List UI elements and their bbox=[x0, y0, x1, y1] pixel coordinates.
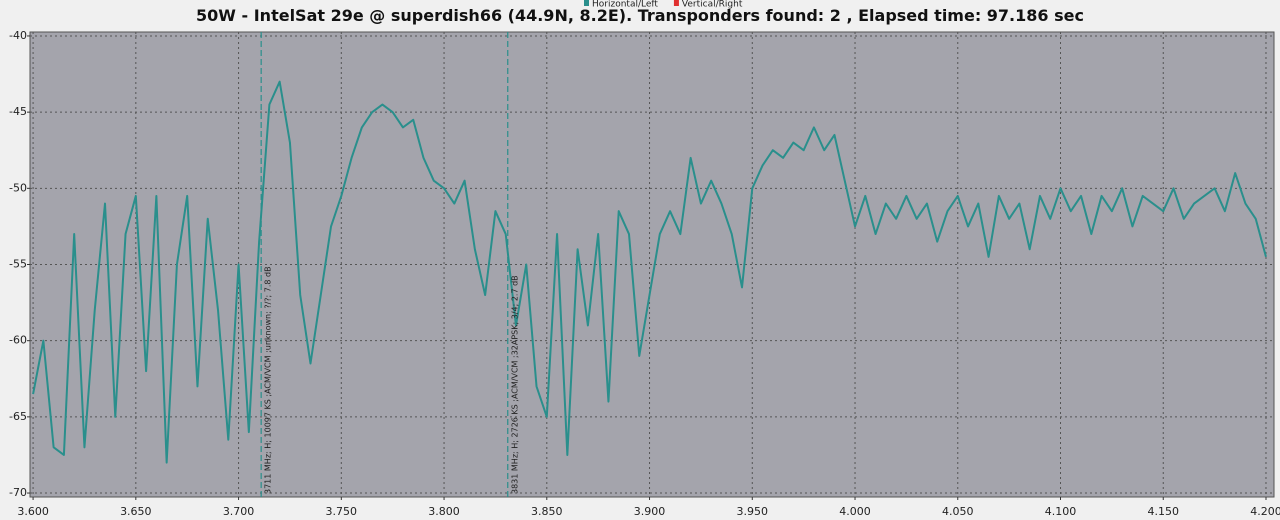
x-tick-label: 3.900 bbox=[634, 505, 666, 518]
x-tick-label: 4.200 bbox=[1250, 505, 1280, 518]
x-tick-label: 3.600 bbox=[17, 505, 49, 518]
x-tick-label: 4.050 bbox=[942, 505, 974, 518]
x-tick-label: 3.950 bbox=[737, 505, 769, 518]
legend-label: Horizontal/Left bbox=[592, 0, 658, 10]
transponder-label: 3831 MHz; H; 2726 KS ;ACM/VCM ;32APSK; 3… bbox=[510, 275, 519, 494]
x-tick-label: 4.150 bbox=[1147, 505, 1179, 518]
y-tick-label: -70 bbox=[9, 486, 27, 499]
x-tick-label: 3.700 bbox=[223, 505, 255, 518]
x-tick-label: 3.750 bbox=[326, 505, 358, 518]
y-tick-label: -50 bbox=[9, 181, 27, 194]
x-tick-label: 4.000 bbox=[839, 505, 871, 518]
series-line bbox=[32, 80, 1267, 464]
x-tick-label: 4.100 bbox=[1045, 505, 1077, 518]
legend-swatch bbox=[584, 0, 589, 6]
transponder-label: 3711 MHz; H; 10097 KS ;ACM/VCM ;unknown;… bbox=[264, 266, 273, 494]
y-tick-label: -55 bbox=[9, 258, 27, 271]
x-tick-label: 3.800 bbox=[428, 505, 460, 518]
legend-label: Vertical/Right bbox=[682, 0, 743, 10]
y-tick-label: -45 bbox=[9, 105, 27, 118]
x-tick-label: 3.650 bbox=[120, 505, 152, 518]
y-tick-label: -65 bbox=[9, 410, 27, 423]
legend-swatch bbox=[673, 0, 679, 6]
x-tick-label: 3.850 bbox=[531, 505, 563, 518]
chart-title: 50W - IntelSat 29e @ superdish66 (44.9N,… bbox=[196, 6, 1084, 25]
y-tick-label: -60 bbox=[9, 334, 27, 347]
y-tick-label: -40 bbox=[9, 29, 27, 42]
